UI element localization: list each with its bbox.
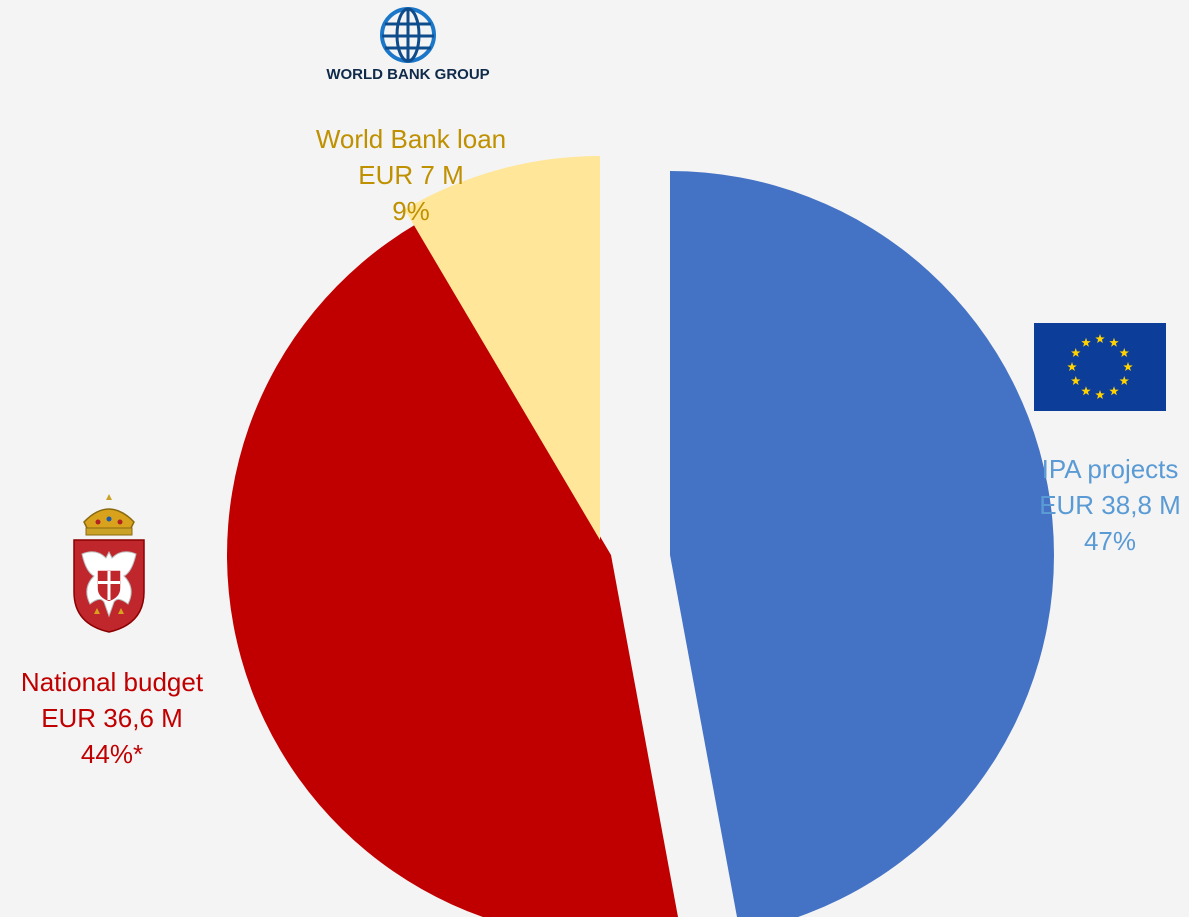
slice-label-name: National budget	[20, 667, 204, 697]
slice-label-name: World Bank loan	[315, 124, 507, 154]
slice-ipa-projects	[670, 171, 1054, 917]
slice-label-amount: EUR 36,6 M	[41, 703, 183, 733]
label-national-budget: National budget EUR 36,6 M 44%*	[0, 664, 242, 772]
eu-star-icon	[1123, 362, 1133, 372]
slice-label-percent: 9%	[392, 196, 430, 226]
world-bank-globe-icon	[380, 7, 436, 63]
slice-label-amount: EUR 7 M	[358, 160, 464, 190]
slice-label-amount: EUR 38,8 M	[1039, 490, 1181, 520]
serbian-coat-of-arms-icon	[73, 494, 145, 633]
eu-star-icon	[1119, 348, 1129, 358]
slice-label-percent: 47%	[1083, 526, 1137, 556]
slice-world-bank-loan	[404, 156, 600, 540]
eu-star-icon	[1071, 376, 1081, 386]
eu-star-icon	[1081, 386, 1091, 396]
eu-star-icon	[1067, 362, 1077, 372]
label-world-bank-loan: World Bank loan EUR 7 M 9%	[261, 121, 561, 229]
eu-star-icon	[1109, 386, 1119, 396]
world-bank-logo-text: WORLD BANK GROUP	[326, 66, 490, 83]
eu-star-icon	[1071, 348, 1081, 358]
eu-star-icon	[1095, 390, 1105, 400]
eu-star-icon	[1119, 376, 1129, 386]
eu-star-icon	[1109, 337, 1119, 347]
slice-label-name: IPA projects	[1041, 454, 1179, 484]
label-ipa-projects: IPA projects EUR 38,8 M 47%	[990, 451, 1189, 559]
slice-national-budget	[227, 224, 678, 917]
world-bank-logo: WORLD BANK GROUP	[318, 6, 498, 83]
eu-star-icon	[1081, 337, 1091, 347]
slice-label-percent: 44%*	[80, 739, 144, 769]
eu-star-icon	[1095, 334, 1105, 344]
eu-flag-icon	[1034, 323, 1166, 411]
